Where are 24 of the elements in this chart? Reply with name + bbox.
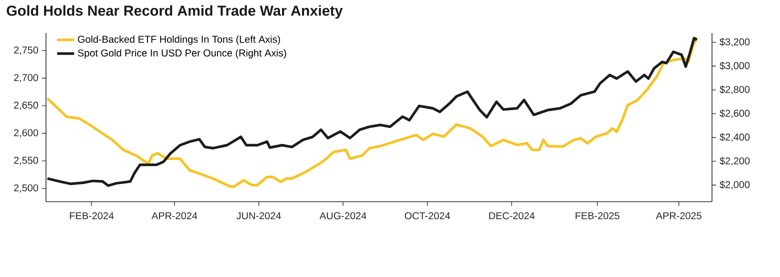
x-tick-label: AUG-2024 <box>320 212 366 220</box>
x-tick-label: JUN-2024 <box>236 212 281 220</box>
y2-tick-label: $2,800 <box>720 86 750 94</box>
x-tick-label: DEC-2024 <box>489 212 535 220</box>
y-tick-label: 2,500 <box>14 184 38 193</box>
y-tick-label: 2,550 <box>14 156 38 166</box>
y2-tick-label: $3,200 <box>720 38 750 47</box>
y-tick-label: 2,750 <box>14 46 38 55</box>
x-tick-label: OCT-2024 <box>404 212 450 220</box>
x-tick-label: FEB-2024 <box>70 212 114 220</box>
legend-label: Spot Gold Price In USD Per Ounce (Right Axis) <box>78 49 286 58</box>
y2-tick-label: $2,200 <box>720 156 750 166</box>
y-tick-label: 2,600 <box>14 129 38 138</box>
y2-tick-label: $2,400 <box>720 133 750 142</box>
legend-label: Gold-Backed ETF Holdings In Tons (Left Axis) <box>78 35 280 45</box>
y2-tick-label: $3,000 <box>720 62 750 70</box>
x-tick-label: APR-2025 <box>656 212 702 220</box>
x-tick-label: FEB-2025 <box>576 212 620 220</box>
y-tick-label: 2,700 <box>14 74 38 82</box>
x-tick-label: APR-2024 <box>152 212 198 220</box>
y2-tick-label: $2,000 <box>720 180 750 190</box>
chart-title: Gold Holds Near Record Amid Trade War Anxiety <box>6 5 343 19</box>
y2-tick-label: $2,600 <box>720 109 750 118</box>
y-tick-label: 2,650 <box>14 102 38 110</box>
